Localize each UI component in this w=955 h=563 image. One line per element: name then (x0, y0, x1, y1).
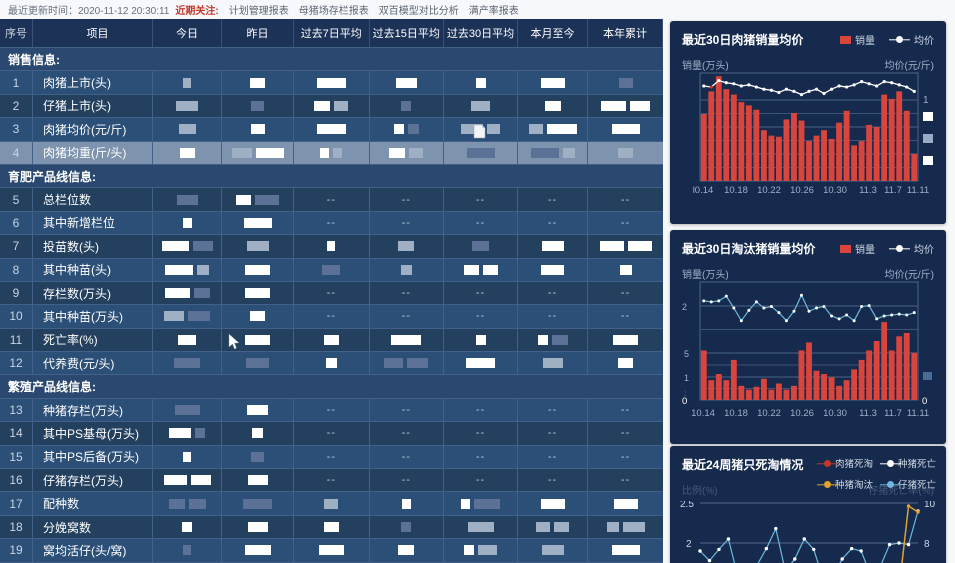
svg-text:10.26: 10.26 (790, 408, 814, 419)
svg-text:5: 5 (684, 349, 689, 359)
svg-text:11.11: 11.11 (907, 408, 929, 419)
svg-text:10.18: 10.18 (724, 408, 748, 419)
svg-text:2.5: 2.5 (680, 501, 694, 510)
svg-text:10.22: 10.22 (757, 185, 781, 196)
svg-text:11.3: 11.3 (859, 185, 877, 196)
svg-text:0: 0 (682, 396, 687, 407)
svg-text:10.14: 10.14 (691, 408, 715, 419)
svg-text:10.18: 10.18 (724, 185, 748, 196)
svg-text:2: 2 (686, 539, 692, 550)
svg-text:10.30: 10.30 (823, 185, 847, 196)
svg-text:10.30: 10.30 (823, 408, 847, 419)
svg-text:11.11: 11.11 (907, 185, 929, 196)
svg-text:1: 1 (684, 373, 689, 383)
svg-text:10.26: 10.26 (790, 185, 814, 196)
svg-text:l0.14: l0.14 (693, 185, 714, 196)
svg-text:10.22: 10.22 (757, 408, 781, 419)
svg-text:2: 2 (682, 302, 687, 312)
svg-text:11.7: 11.7 (884, 408, 902, 419)
svg-text:8: 8 (924, 539, 930, 550)
svg-text:11.7: 11.7 (884, 185, 902, 196)
svg-text:10: 10 (924, 501, 936, 510)
svg-text:1: 1 (923, 95, 929, 106)
svg-text:11.3: 11.3 (859, 408, 877, 419)
svg-text:0: 0 (922, 396, 927, 407)
